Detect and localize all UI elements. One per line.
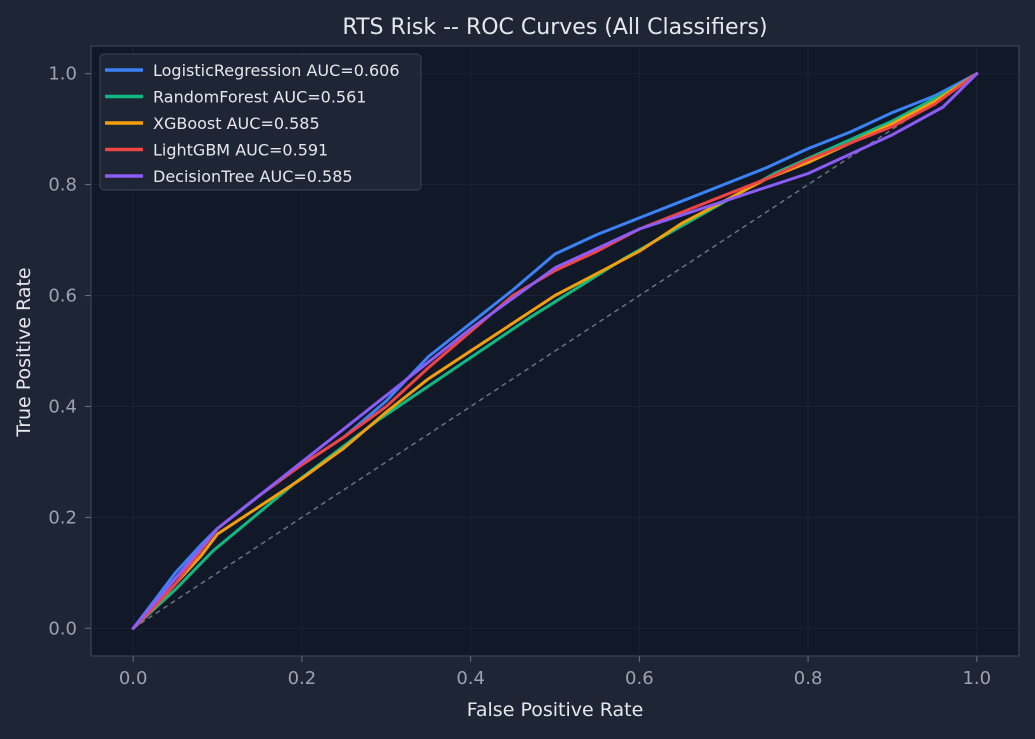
x-tick-label: 1.0 <box>962 668 991 689</box>
y-tick-label: 0.0 <box>48 618 77 639</box>
y-axis-label: True Positive Rate <box>13 267 35 437</box>
legend-label: DecisionTree AUC=0.585 <box>153 167 353 186</box>
x-tick-label: 0.8 <box>794 668 823 689</box>
y-tick-label: 0.8 <box>48 175 77 196</box>
roc-curve-line <box>131 72 979 630</box>
y-tick-label: 1.0 <box>48 64 77 85</box>
reference-line-group <box>132 73 978 629</box>
y-tick-label: 0.6 <box>48 286 77 307</box>
axis-ticks: 0.0 0.2 0.4 0.6 0.8 1.0 0.0 0.2 0.4 0.6 0.8 1.0 <box>48 64 991 689</box>
x-tick-label: 0.0 <box>119 668 148 689</box>
x-tick-label: 0.2 <box>288 668 317 689</box>
roc-curve-line <box>131 72 979 630</box>
chart-title: RTS Risk -- ROC Curves (All Classifiers) <box>342 15 767 40</box>
legend-label: LightGBM AUC=0.591 <box>153 141 328 160</box>
series-group <box>131 72 979 630</box>
legend: LogisticRegression AUC=0.606 RandomForest… <box>99 53 422 191</box>
chance-diagonal-line <box>132 73 978 629</box>
roc-curve-line <box>131 72 979 630</box>
legend-label: LogisticRegression AUC=0.606 <box>153 61 400 80</box>
y-tick-label: 0.4 <box>48 396 77 417</box>
x-tick-label: 0.6 <box>625 668 654 689</box>
legend-frame <box>99 53 422 191</box>
legend-label: RandomForest AUC=0.561 <box>153 88 366 107</box>
y-tick-label: 0.2 <box>48 507 77 528</box>
x-tick-label: 0.4 <box>456 668 485 689</box>
x-axis-label: False Positive Rate <box>467 699 644 721</box>
legend-label: XGBoost AUC=0.585 <box>153 114 320 133</box>
